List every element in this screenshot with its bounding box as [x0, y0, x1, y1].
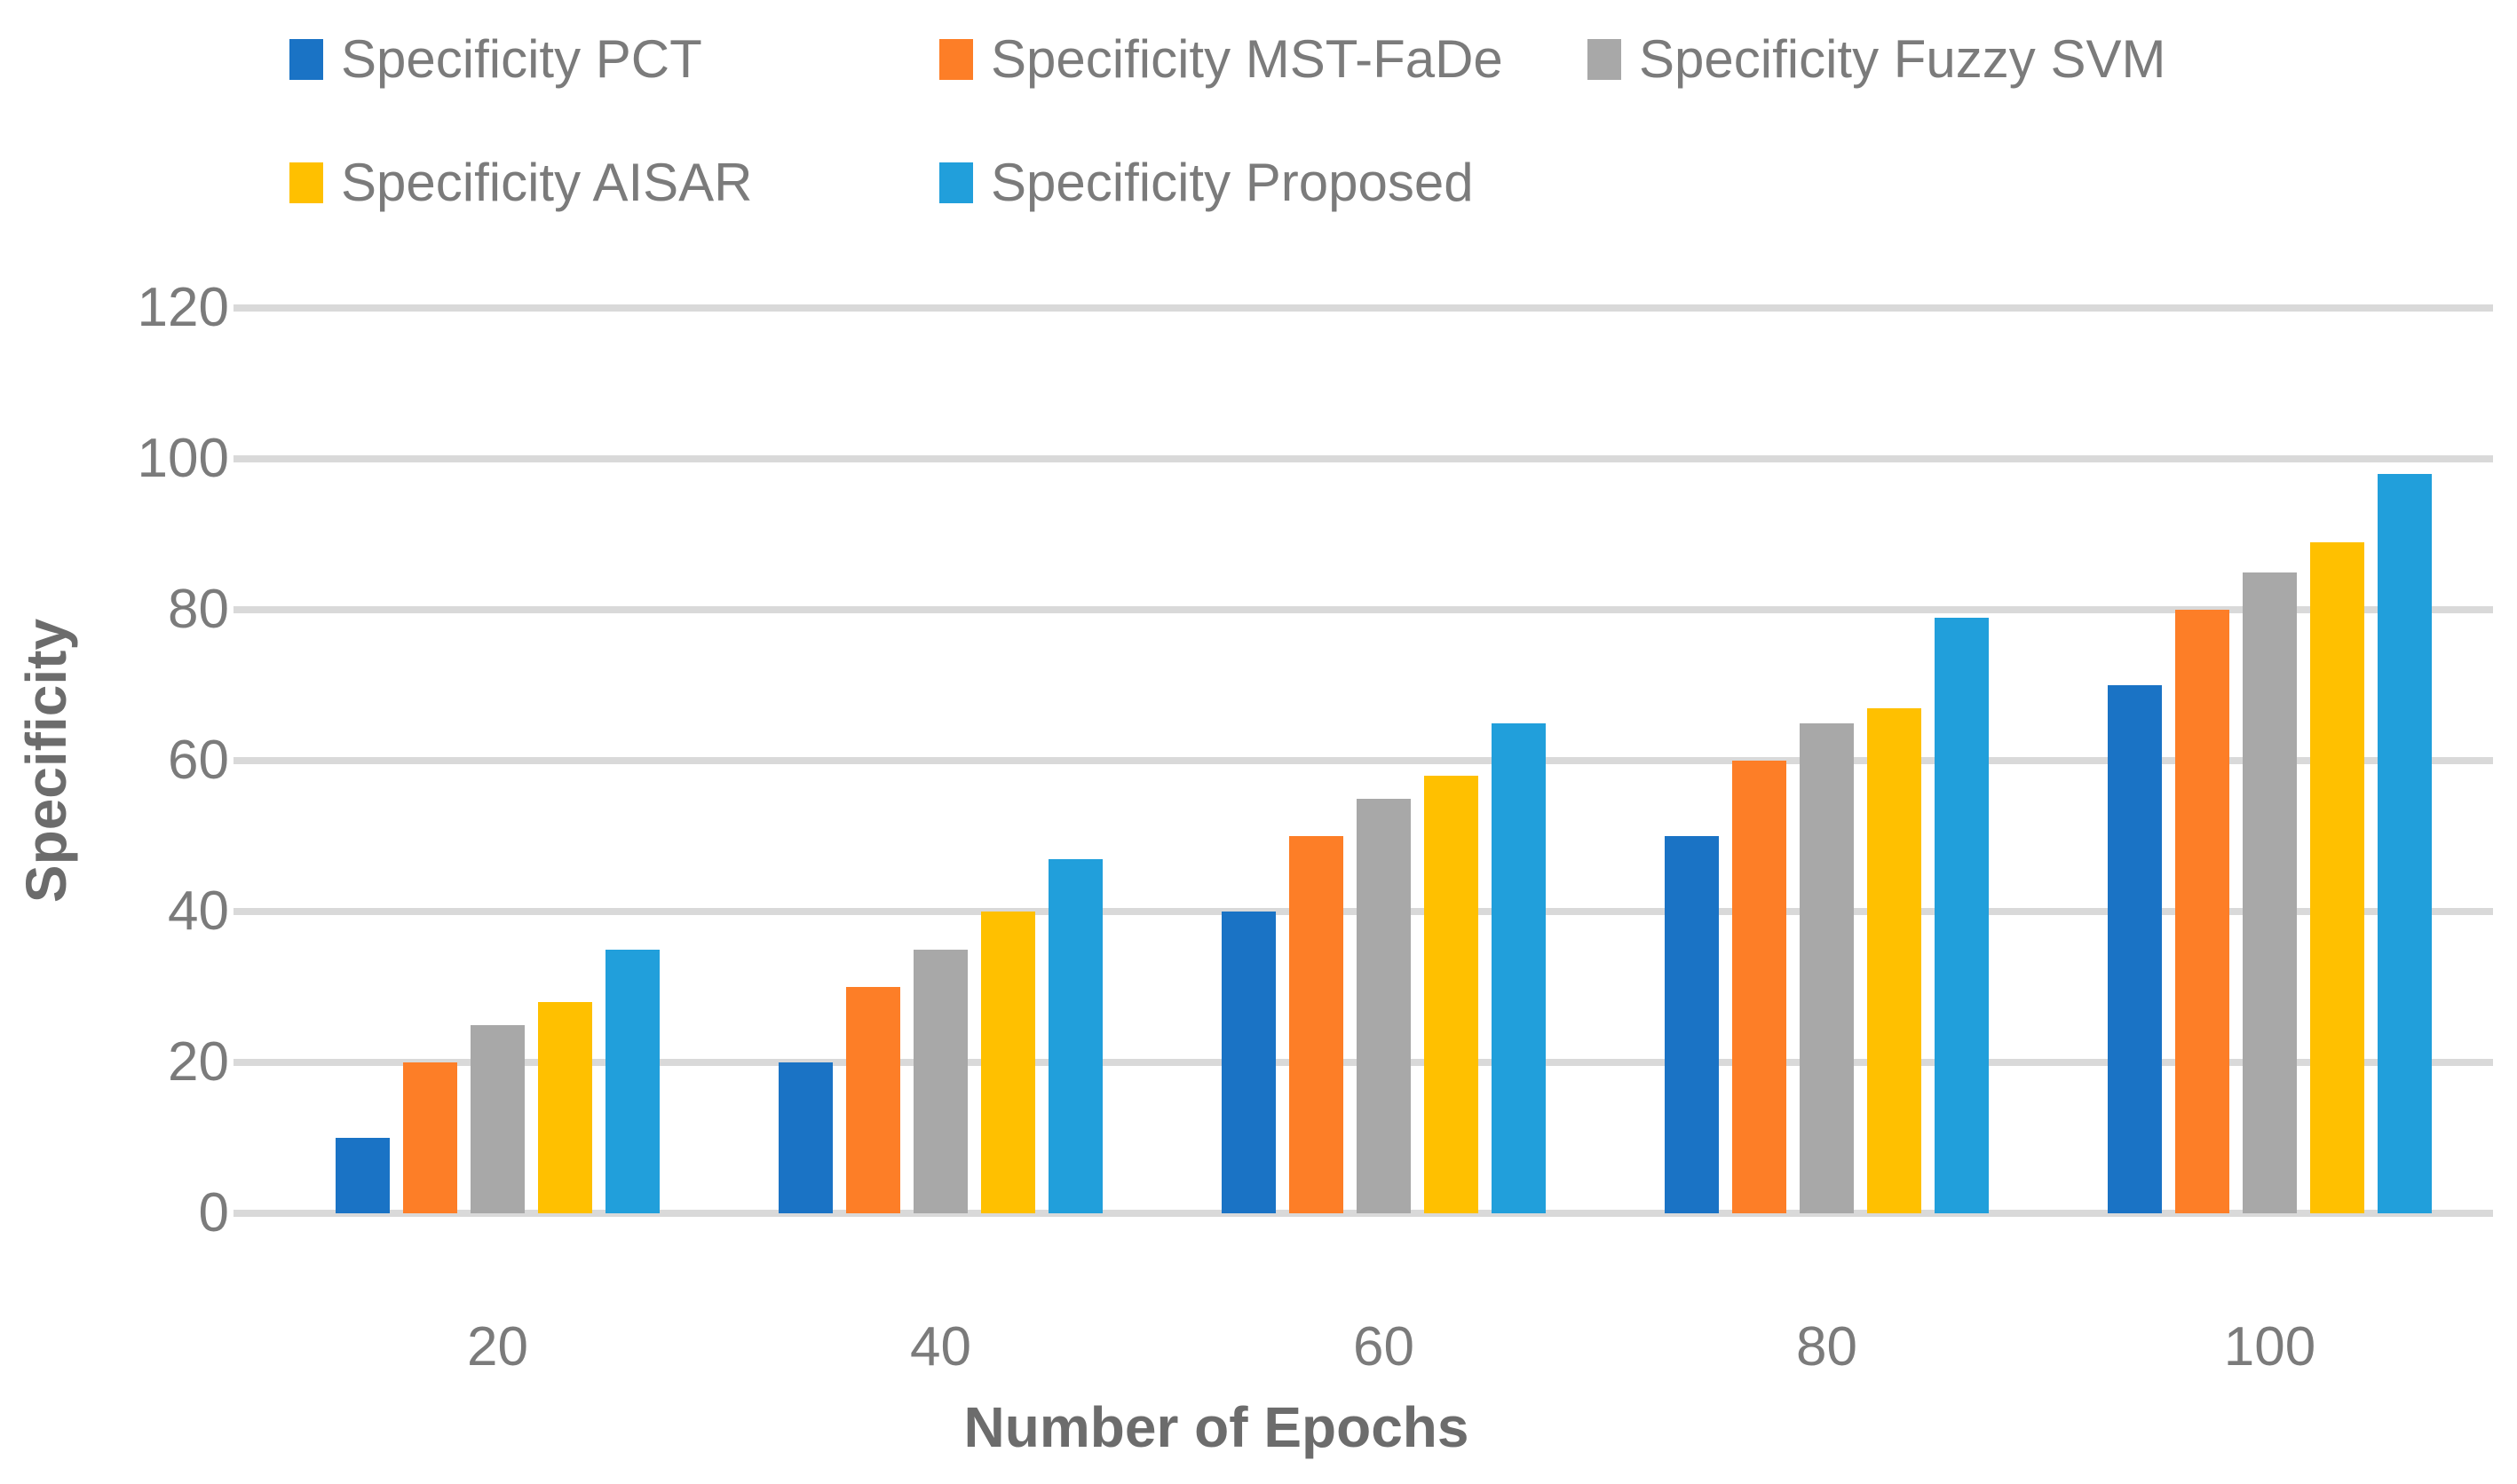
bar [1935, 617, 1989, 1213]
x-axis-title: Number of Epochs [963, 1395, 1469, 1459]
legend-item: Specificity MST-FaDe [939, 33, 1503, 86]
bar [981, 912, 1035, 1213]
bar [403, 1062, 457, 1213]
y-tick-label: 80 [168, 579, 229, 640]
bar [336, 1138, 390, 1213]
y-tick-label: 120 [137, 277, 229, 338]
y-tick-label: 60 [168, 730, 229, 791]
legend-label: Specificity AISAR [341, 153, 753, 212]
x-tick-label: 60 [1353, 1316, 1414, 1377]
bar [1492, 722, 1546, 1213]
bar [2378, 474, 2432, 1213]
bar [914, 949, 968, 1213]
gridline [233, 606, 2493, 613]
legend-swatch-icon [1587, 39, 1621, 80]
bar [1222, 912, 1276, 1213]
legend-swatch-icon [289, 162, 323, 203]
gridline [233, 757, 2493, 764]
bar-group [1222, 722, 1546, 1213]
legend-label: Specificity PCT [341, 29, 702, 89]
legend-item: Specificity Proposed [939, 156, 1474, 209]
gridline [233, 304, 2493, 312]
bar [1357, 798, 1411, 1213]
legend-label: Specificity Proposed [991, 153, 1474, 212]
legend-swatch-icon [939, 39, 973, 80]
bar [846, 987, 900, 1213]
legend-item: Specificity PCT [289, 33, 702, 86]
bar [2243, 572, 2297, 1213]
bar [606, 949, 660, 1213]
bar [1732, 761, 1786, 1213]
bar [1665, 836, 1719, 1213]
bar-group [2108, 474, 2432, 1213]
bar-group [779, 858, 1103, 1213]
bar [471, 1024, 525, 1213]
bar-group [1665, 617, 1989, 1213]
bar [1424, 776, 1478, 1213]
x-tick-label: 20 [467, 1316, 528, 1377]
y-tick-label: 0 [198, 1182, 229, 1243]
y-tick-label: 100 [137, 428, 229, 489]
gridline [233, 1210, 2493, 1217]
y-tick-label: 40 [168, 880, 229, 942]
x-tick-label: 80 [1796, 1316, 1857, 1377]
legend-label: Specificity MST-FaDe [991, 29, 1503, 89]
x-tick-label: 40 [910, 1316, 971, 1377]
bar [779, 1062, 833, 1213]
bar [2310, 541, 2364, 1213]
legend-swatch-icon [939, 162, 973, 203]
bar [1867, 707, 1921, 1213]
bar [2108, 685, 2162, 1213]
legend-item: Specificity AISAR [289, 156, 753, 209]
y-tick-label: 20 [168, 1031, 229, 1093]
bar [538, 1002, 592, 1213]
bar [1049, 858, 1103, 1213]
gridline [233, 455, 2493, 462]
x-tick-label: 100 [2223, 1316, 2316, 1377]
bar-group [336, 949, 660, 1213]
bars-layer [233, 308, 2493, 1213]
legend-label: Specificity Fuzzy SVM [1639, 29, 2166, 89]
bar [1800, 722, 1854, 1213]
bar [1289, 836, 1343, 1213]
legend-swatch-icon [289, 39, 323, 80]
legend-item: Specificity Fuzzy SVM [1587, 33, 2165, 86]
bar [2175, 610, 2229, 1213]
